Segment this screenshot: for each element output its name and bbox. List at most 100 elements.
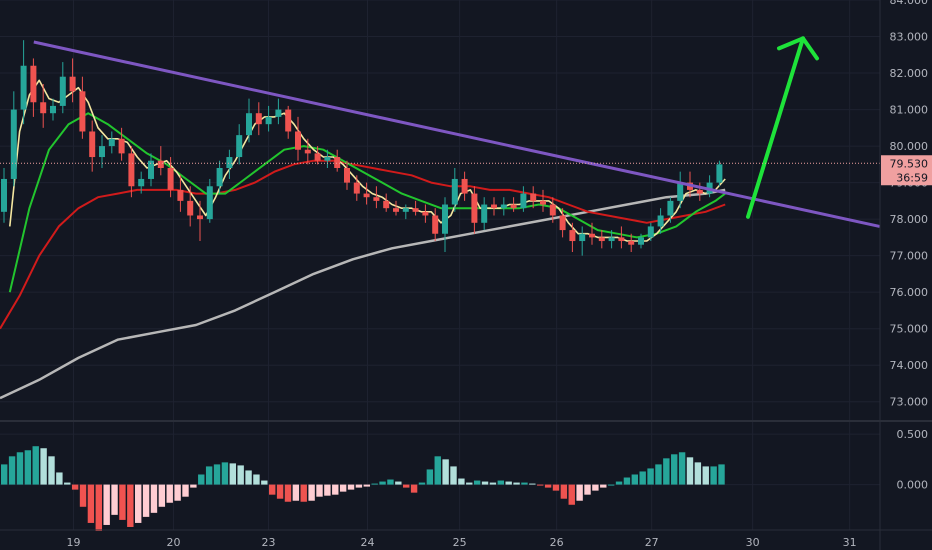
price-tick-label: 82.000 bbox=[890, 67, 929, 80]
candle-body bbox=[20, 65, 27, 110]
oscillator-pane bbox=[1, 446, 725, 532]
oscillator-bar bbox=[245, 470, 252, 485]
indicator-tick-label: 0.500 bbox=[897, 428, 929, 441]
ma-slow-line bbox=[0, 159, 726, 330]
candle-body bbox=[589, 233, 595, 238]
candle-body bbox=[628, 241, 635, 245]
candle-body bbox=[569, 230, 576, 242]
oscillator-bar bbox=[678, 452, 686, 485]
price-tick-label: 83.000 bbox=[890, 31, 929, 44]
oscillator-bar bbox=[647, 468, 654, 485]
candle-body bbox=[540, 200, 546, 205]
candle-body bbox=[667, 200, 674, 216]
oscillator-bar bbox=[663, 458, 670, 485]
ma-long-line bbox=[0, 188, 726, 400]
ma-fast-line bbox=[9, 79, 726, 242]
oscillator-bar bbox=[276, 484, 284, 499]
oscillator-bar bbox=[655, 464, 662, 485]
candle-body bbox=[393, 208, 399, 212]
oscillator-bar bbox=[127, 484, 134, 527]
oscillator-bar bbox=[87, 484, 95, 523]
oscillator-bar bbox=[489, 482, 497, 485]
time-tick-label: 25 bbox=[453, 536, 467, 549]
oscillator-bar bbox=[592, 484, 599, 491]
oscillator-bar bbox=[513, 482, 520, 485]
candle-body bbox=[451, 178, 458, 205]
oscillator-bar bbox=[607, 484, 615, 486]
candle-body bbox=[432, 215, 439, 234]
candle-body bbox=[236, 135, 243, 158]
candle-body bbox=[608, 237, 615, 242]
candle-body bbox=[696, 189, 703, 194]
candle-body bbox=[30, 65, 37, 103]
oscillator-bar bbox=[300, 484, 307, 502]
time-tick-label: 24 bbox=[361, 536, 375, 549]
oscillator-bar bbox=[284, 484, 292, 502]
candle-body bbox=[99, 146, 105, 158]
oscillator-bar bbox=[544, 484, 552, 488]
oscillator-bar bbox=[410, 484, 418, 493]
candle-body bbox=[216, 168, 223, 187]
oscillator-bar bbox=[584, 484, 591, 495]
candle-body bbox=[314, 153, 321, 161]
candle-body bbox=[442, 204, 448, 234]
candle-body bbox=[69, 76, 76, 92]
oscillator-bar bbox=[16, 452, 24, 485]
candle-body bbox=[50, 105, 56, 114]
candle-body bbox=[128, 153, 135, 187]
candle-body bbox=[304, 149, 311, 154]
oscillator-bar bbox=[261, 480, 268, 485]
oscillator-bar bbox=[182, 484, 189, 497]
oscillator-bar bbox=[694, 462, 702, 485]
oscillator-bar bbox=[600, 484, 607, 488]
oscillator-bar bbox=[355, 484, 363, 488]
oscillator-bar bbox=[505, 481, 512, 485]
ma-mid-line bbox=[8, 112, 726, 293]
candle-body bbox=[197, 215, 203, 220]
candle-body bbox=[530, 193, 537, 201]
oscillator-bar bbox=[442, 459, 449, 485]
oscillator-bar bbox=[64, 482, 71, 485]
oscillator-bar bbox=[24, 450, 32, 485]
oscillator-bar bbox=[71, 484, 79, 490]
oscillator-bar bbox=[710, 466, 717, 485]
oscillator-bar bbox=[32, 446, 39, 485]
drawings bbox=[0, 36, 880, 228]
bar-countdown-label: 36:59 bbox=[896, 171, 928, 184]
candle-body bbox=[79, 91, 86, 132]
price-tick-label: 74.000 bbox=[890, 359, 929, 372]
oscillator-bar bbox=[521, 482, 528, 485]
oscillator-bar bbox=[363, 484, 370, 487]
candle-body bbox=[716, 164, 723, 183]
time-tick-label: 31 bbox=[843, 536, 857, 549]
candle-body bbox=[59, 76, 66, 106]
oscillator-bar bbox=[466, 482, 473, 485]
oscillator-bar bbox=[403, 484, 410, 488]
oscillator-bar bbox=[576, 484, 583, 501]
time-tick-label: 23 bbox=[262, 536, 276, 549]
candle-body bbox=[353, 182, 360, 194]
oscillator-bar bbox=[332, 484, 339, 495]
price-tick-label: 73.000 bbox=[890, 396, 929, 409]
oscillator-bar bbox=[686, 457, 694, 485]
oscillator-bar bbox=[426, 469, 434, 485]
oscillator-bar bbox=[371, 483, 378, 485]
oscillator-bar bbox=[237, 465, 244, 485]
candle-body bbox=[295, 131, 301, 150]
oscillator-bar bbox=[48, 456, 55, 485]
candle-body bbox=[559, 215, 566, 231]
oscillator-bar bbox=[213, 464, 221, 485]
oscillator-bar bbox=[379, 481, 386, 485]
bullish-arrow-head bbox=[777, 36, 819, 61]
candle-body bbox=[255, 113, 262, 125]
candle-body bbox=[549, 204, 556, 216]
time-tick-label: 19 bbox=[67, 536, 81, 549]
oscillator-bar bbox=[221, 462, 229, 485]
oscillator-bar bbox=[702, 466, 709, 485]
candle-body bbox=[148, 160, 154, 179]
oscillator-bar bbox=[552, 484, 560, 491]
